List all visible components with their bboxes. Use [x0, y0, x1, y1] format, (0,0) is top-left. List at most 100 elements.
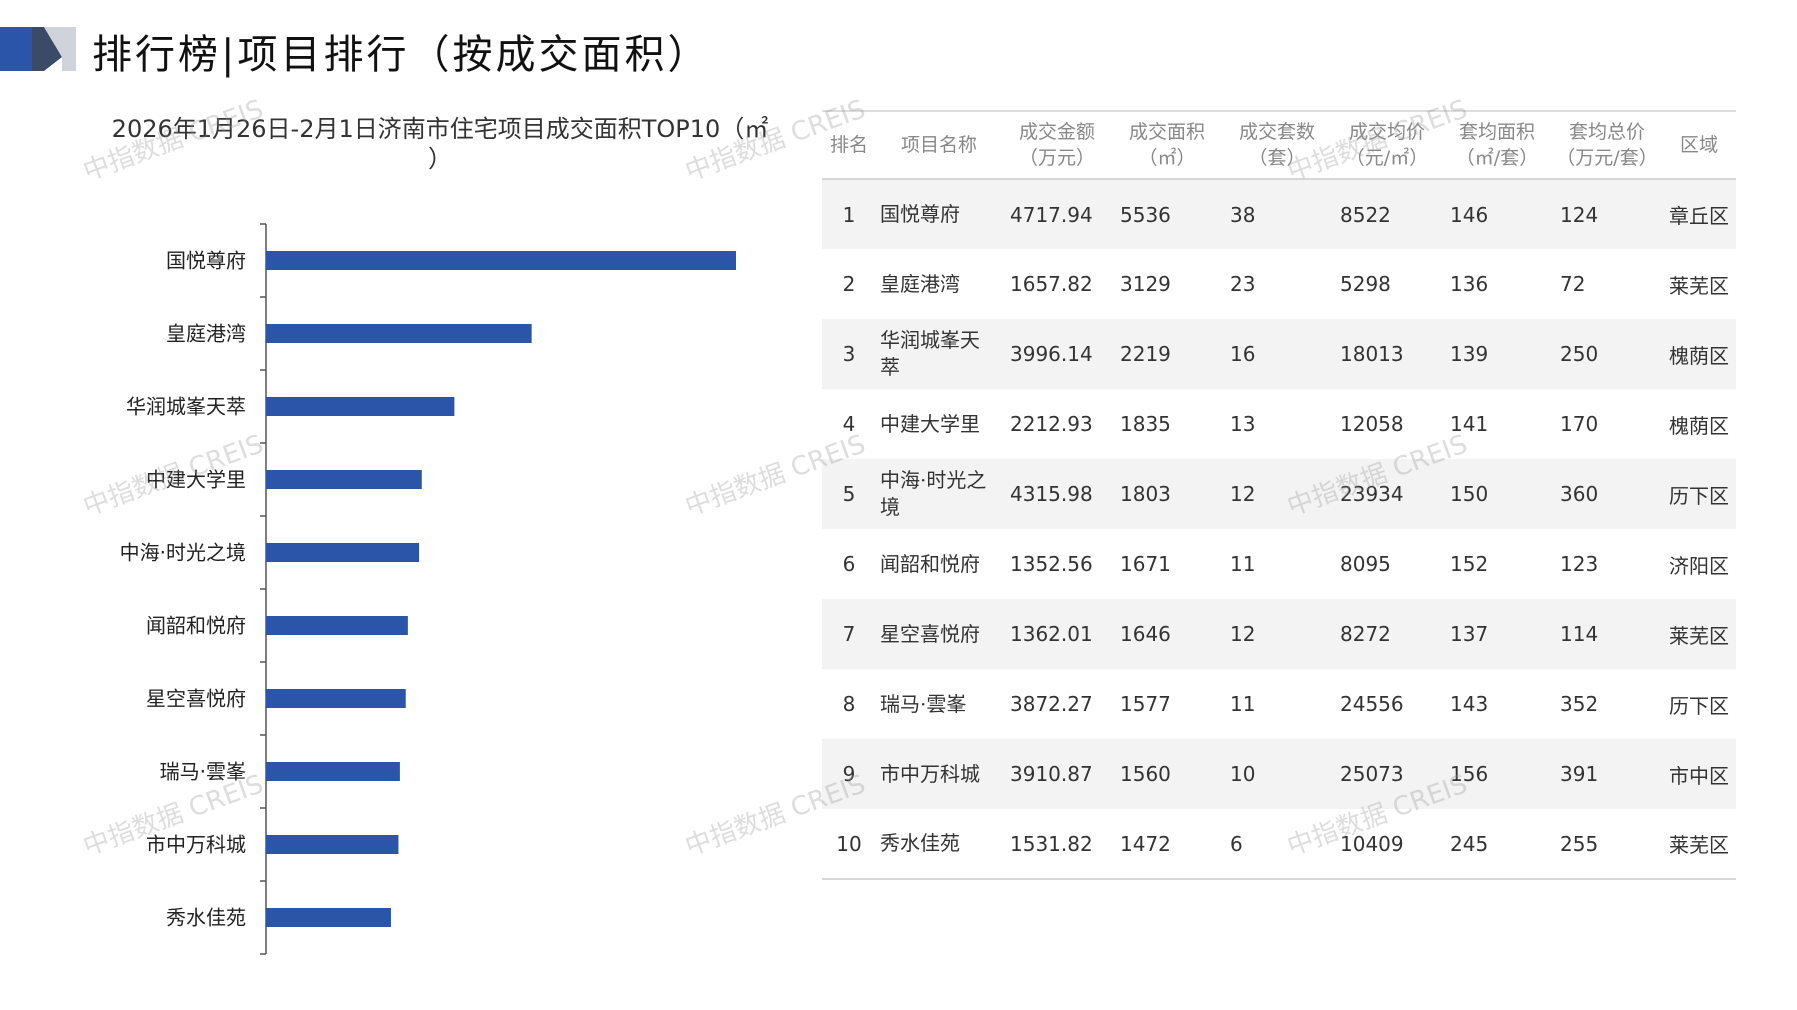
category-label: 星空喜悦府 [146, 687, 246, 711]
cell-avg-total: 360 [1552, 459, 1662, 529]
cell-area: 1472 [1112, 809, 1222, 880]
cell-rank: 6 [842, 552, 856, 576]
table-header-cell: 成交套数 （套） [1222, 110, 1332, 180]
cell-units: 12 [1222, 459, 1332, 529]
chart-title: 2026年1月26日-2月1日济南市住宅项目成交面积TOP10（㎡ ） [80, 114, 800, 174]
cell-name: 中海·时光之境 [876, 459, 1002, 529]
cell-name: 市中万科城 [876, 739, 1002, 809]
cell-amount: 1352.56 [1010, 552, 1093, 576]
cell-area: 1835 [1120, 412, 1171, 436]
cell-rank: 8 [842, 692, 856, 716]
cell-district: 济阳区 [1669, 553, 1729, 578]
table-body: 1 国悦尊府 4717.94 5536 38 8522 146 124 章丘区 2 皇庭港湾 1657… [822, 179, 1736, 880]
table-row: 2 皇庭港湾 1657.82 3129 23 5298 136 72 莱芜区 [822, 249, 1736, 319]
cell-avg-price: 8272 [1332, 599, 1442, 669]
cell-avg-total: 123 [1560, 552, 1599, 576]
bar [266, 908, 391, 927]
cell-name: 星空喜悦府 [876, 599, 1002, 669]
cell-avg-price: 23934 [1332, 459, 1442, 529]
cell-district: 莱芜区 [1662, 599, 1736, 669]
cell-units: 16 [1222, 319, 1332, 389]
header-logo-icon [0, 27, 76, 71]
table-header-row: 排名 项目名称 成交金额 （万元） 成交面积 （㎡） 成交套数 （套） 成交均价 （元/㎡） 套均面… [822, 110, 1736, 180]
bar [266, 470, 422, 489]
cell-avg-price: 18013 [1332, 319, 1442, 389]
cell-avg-area: 141 [1450, 412, 1489, 436]
category-label: 秀水佳苑 [166, 906, 246, 930]
cell-avg-total: 170 [1560, 412, 1599, 436]
cell-amount: 4315.98 [1002, 459, 1112, 529]
cell-avg-area: 136 [1450, 272, 1489, 296]
chart-title-line1: 2026年1月26日-2月1日济南市住宅项目成交面积TOP10（㎡ [111, 115, 769, 143]
cell-amount: 1531.82 [1002, 809, 1112, 880]
table-row: 3 华润城峯天萃 3996.14 2219 16 18013 139 250 槐荫区 [822, 319, 1736, 389]
cell-units: 38 [1222, 179, 1332, 249]
cell-avg-area: 143 [1450, 692, 1489, 716]
cell-units: 11 [1230, 552, 1256, 576]
cell-area: 1560 [1112, 739, 1222, 809]
cell-area: 1803 [1112, 459, 1222, 529]
table-row: 4 中建大学里 2212.93 1835 13 12058 141 170 槐荫区 [822, 389, 1736, 459]
category-label: 中海·时光之境 [120, 541, 246, 565]
cell-area: 3129 [1120, 272, 1171, 296]
bar [266, 689, 406, 708]
cell-amount: 1362.01 [1002, 599, 1112, 669]
cell-units: 13 [1230, 412, 1256, 436]
cell-district: 莱芜区 [1669, 273, 1729, 298]
bar [266, 616, 408, 635]
cell-avg-total: 391 [1552, 739, 1662, 809]
cell-amount: 1657.82 [1010, 272, 1093, 296]
bar-chart: 国悦尊府皇庭港湾华润城峯天萃中建大学里中海·时光之境闻韶和悦府星空喜悦府瑞马·雲… [120, 223, 736, 955]
category-label: 华润城峯天萃 [126, 395, 246, 419]
table-header-cell: 套均面积 （㎡/套） [1442, 110, 1552, 180]
cell-avg-area: 139 [1442, 319, 1552, 389]
cell-avg-price: 10409 [1332, 809, 1442, 880]
cell-name: 瑞马·雲峯 [880, 691, 967, 716]
cell-area: 1646 [1112, 599, 1222, 669]
cell-avg-total: 114 [1552, 599, 1662, 669]
cell-name: 闻韶和悦府 [880, 551, 980, 576]
table-row: 7 星空喜悦府 1362.01 1646 12 8272 137 114 莱芜区 [822, 599, 1736, 669]
cell-avg-total: 352 [1560, 692, 1599, 716]
category-label: 瑞马·雲峯 [160, 760, 246, 784]
bar [266, 251, 736, 270]
cell-units: 11 [1230, 692, 1256, 716]
cell-avg-total: 72 [1560, 272, 1586, 296]
category-label: 闻韶和悦府 [146, 614, 246, 638]
table-row: 6 闻韶和悦府 1352.56 1671 11 8095 152 123 济阳区 [822, 529, 1736, 599]
table-row: 8 瑞马·雲峯 3872.27 1577 11 24556 143 352 历下区 [822, 669, 1736, 739]
cell-name: 秀水佳苑 [876, 809, 1002, 880]
page-title: 排行榜|项目排行（按成交面积） [92, 32, 711, 78]
cell-avg-price: 8095 [1340, 552, 1391, 576]
cell-area: 2219 [1112, 319, 1222, 389]
cell-units: 23 [1230, 272, 1256, 296]
cell-avg-area: 146 [1442, 179, 1552, 249]
cell-avg-price: 25073 [1332, 739, 1442, 809]
cell-avg-price: 12058 [1340, 412, 1404, 436]
bar [266, 543, 420, 562]
cell-avg-area: 152 [1450, 552, 1489, 576]
cell-name: 国悦尊府 [876, 179, 1002, 249]
category-label: 皇庭港湾 [166, 322, 246, 346]
cell-avg-area: 150 [1442, 459, 1552, 529]
table-row: 1 国悦尊府 4717.94 5536 38 8522 146 124 章丘区 [822, 179, 1736, 249]
cell-units: 10 [1222, 739, 1332, 809]
table-header-cell: 区域 [1662, 110, 1736, 180]
cell-district: 历下区 [1669, 693, 1729, 718]
cell-avg-area: 156 [1442, 739, 1552, 809]
cell-avg-price: 5298 [1340, 272, 1391, 296]
table-header-cell: 成交金额 （万元） [1002, 110, 1112, 180]
cell-rank: 9 [822, 739, 876, 809]
cell-avg-total: 124 [1552, 179, 1662, 249]
ranking-table: 排名 项目名称 成交金额 （万元） 成交面积 （㎡） 成交套数 （套） 成交均价 （元/㎡） 套均面… [822, 110, 1736, 880]
table-header-cell: 套均总价 （万元/套） [1552, 110, 1662, 180]
table-row: 9 市中万科城 3910.87 1560 10 25073 156 391 市中区 [822, 739, 1736, 809]
bar [266, 397, 455, 416]
cell-rank: 4 [842, 412, 856, 436]
bar [266, 762, 400, 781]
table-header-cell: 成交面积 （㎡） [1112, 110, 1222, 180]
cell-district: 市中区 [1662, 739, 1736, 809]
cell-amount: 2212.93 [1010, 412, 1093, 436]
cell-amount: 4717.94 [1002, 179, 1112, 249]
cell-rank: 3 [822, 319, 876, 389]
